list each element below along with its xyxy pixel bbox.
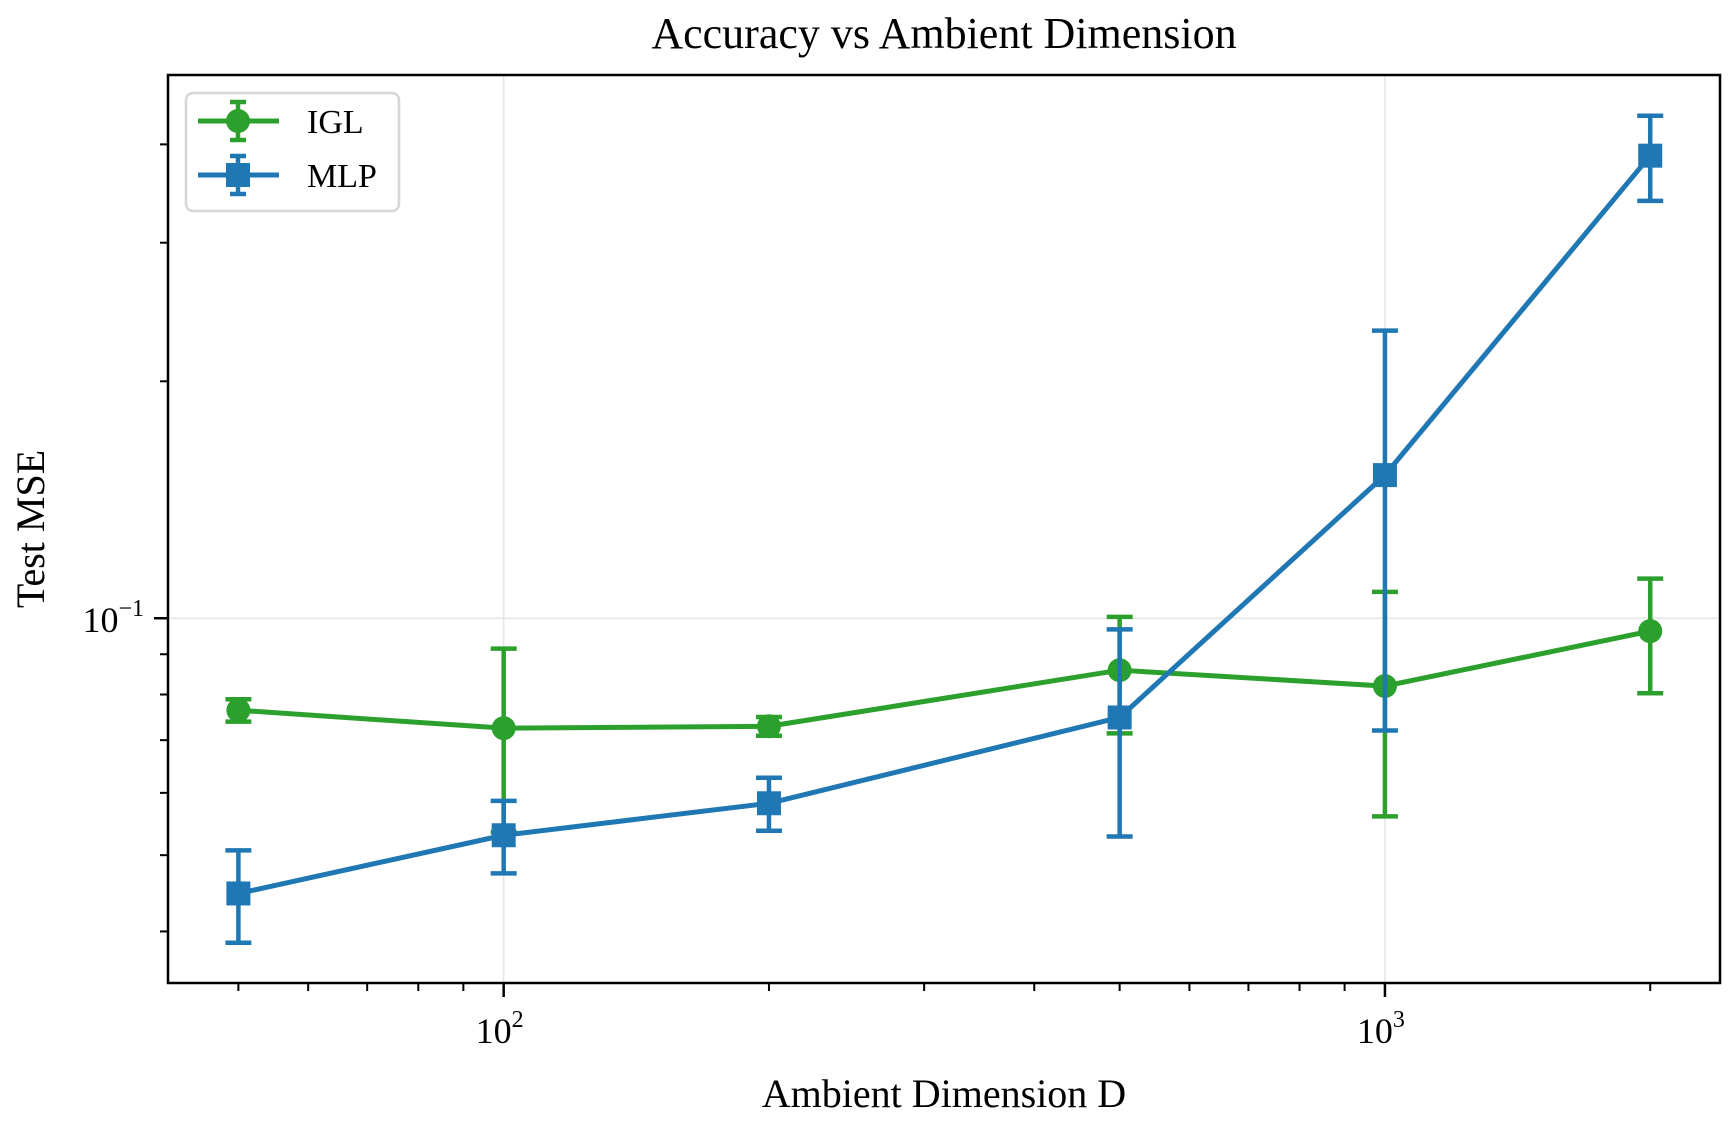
igl-point	[756, 714, 781, 739]
igl-point	[491, 716, 516, 741]
legend: IGL MLP	[184, 91, 401, 213]
grid	[168, 75, 1720, 983]
x-tick-label: 102	[476, 1007, 524, 1051]
igl-line	[238, 628, 1651, 731]
chart-title: Accuracy vs Ambient Dimension	[651, 9, 1236, 58]
mlp-point	[226, 881, 251, 906]
ticks: 102 103 10−1	[82, 143, 1652, 1051]
legend-mlp-marker	[226, 163, 250, 187]
x-tick-label: 103	[1357, 1007, 1405, 1051]
igl-point	[1638, 619, 1663, 644]
legend-mlp-label: MLP	[307, 158, 377, 195]
series-layer	[225, 113, 1664, 945]
mlp-line	[237, 154, 1653, 896]
legend-igl-label: IGL	[307, 104, 364, 141]
series-mlp	[225, 113, 1664, 945]
mlp-point	[1638, 143, 1663, 168]
legend-igl-marker	[226, 109, 250, 133]
series-igl	[225, 576, 1664, 835]
y-tick-label: 10−1	[82, 596, 144, 640]
igl-point	[226, 698, 251, 723]
y-axis-label: Test MSE	[8, 450, 53, 608]
mlp-point	[756, 791, 781, 816]
mlp-point	[491, 823, 516, 848]
x-axis-label: Ambient Dimension D	[762, 1071, 1126, 1116]
mlp-point	[1107, 705, 1132, 730]
plot-frame	[166, 73, 1722, 985]
mlp-point	[1372, 463, 1397, 488]
